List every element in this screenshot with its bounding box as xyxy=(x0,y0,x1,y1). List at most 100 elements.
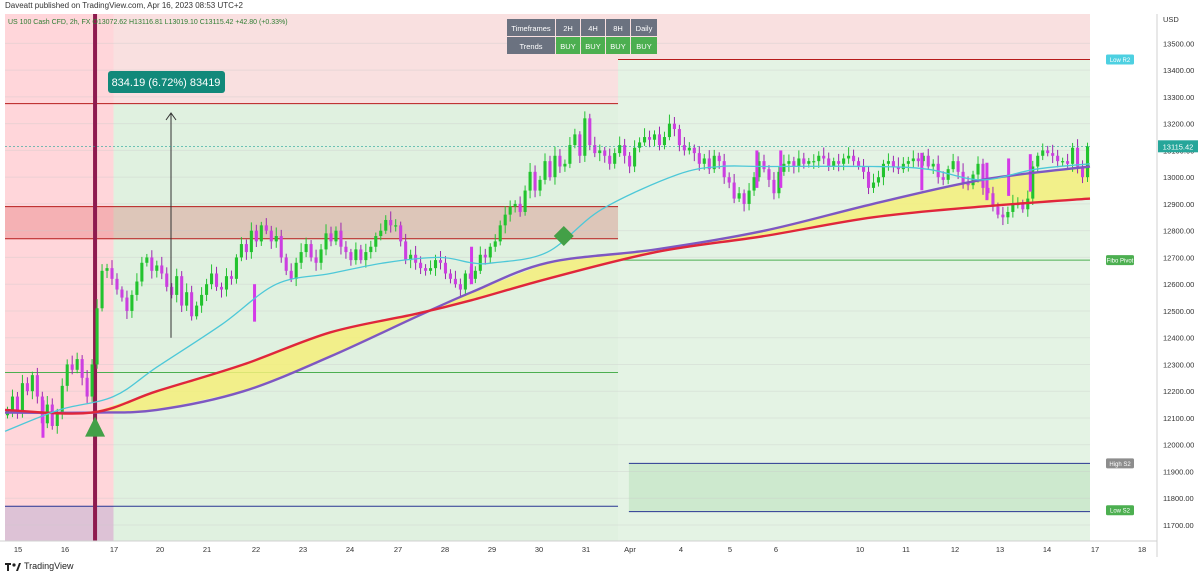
candle-body xyxy=(10,396,15,410)
candle-body xyxy=(1071,147,1075,164)
candle-body xyxy=(1036,155,1040,167)
candle-body xyxy=(85,377,89,397)
candle-body xyxy=(946,169,950,180)
candle-body xyxy=(473,270,477,279)
candle-body xyxy=(652,134,657,140)
candle-body xyxy=(438,260,443,263)
candle-body xyxy=(1066,161,1070,164)
candle-body xyxy=(662,137,667,146)
candle-body xyxy=(419,262,423,269)
candle-body xyxy=(224,276,229,290)
candle-body xyxy=(787,161,791,164)
candle-body xyxy=(523,190,527,212)
candle-body xyxy=(95,308,99,365)
candle-body xyxy=(374,236,378,247)
candle-body xyxy=(822,155,826,159)
y-tick-label: 11700.00 xyxy=(1163,521,1194,530)
candle-body xyxy=(777,171,781,194)
tradingview-logo-icon xyxy=(5,563,21,571)
candle-body xyxy=(702,158,706,164)
candle-body xyxy=(185,292,189,306)
bearish-candle xyxy=(985,162,989,201)
x-tick-label: 10 xyxy=(856,545,864,554)
candle-body xyxy=(533,171,537,191)
signal-bar xyxy=(93,14,98,541)
candle-body xyxy=(1011,203,1015,212)
candle-body xyxy=(170,286,174,295)
candle-body xyxy=(205,284,209,295)
candle-body xyxy=(498,225,502,242)
ema-fast-line xyxy=(4,163,1091,432)
candle-body xyxy=(762,161,766,170)
trend-cell xyxy=(507,37,555,54)
candle-body xyxy=(309,244,313,258)
x-tick-label: 28 xyxy=(441,545,449,554)
y-tick-label: 13300.00 xyxy=(1163,93,1194,102)
candle-body xyxy=(483,254,487,258)
candle-body xyxy=(558,155,562,167)
candle-body xyxy=(314,257,318,263)
y-tick-label: 13000.00 xyxy=(1163,173,1194,182)
x-tick-label: Apr xyxy=(624,545,636,554)
candle-body xyxy=(90,364,94,397)
candles xyxy=(5,111,1090,434)
candle-body xyxy=(837,161,841,164)
trends-label: Trends xyxy=(519,42,542,51)
candle-body xyxy=(976,163,980,175)
timeframe-header: 2H xyxy=(563,24,573,33)
candle-body xyxy=(190,292,194,317)
bearish-candle xyxy=(779,150,783,188)
candle-body xyxy=(772,179,776,194)
candle-body xyxy=(767,169,771,180)
candle-body xyxy=(453,278,457,285)
x-tick-label: 16 xyxy=(61,545,69,554)
x-tick-label: 31 xyxy=(582,545,590,554)
candle-body xyxy=(433,260,438,269)
x-tick-label: 15 xyxy=(14,545,22,554)
candle-body xyxy=(70,364,74,370)
y-tick-label: 13200.00 xyxy=(1163,120,1194,129)
candle-body xyxy=(707,158,711,170)
candle-body xyxy=(956,161,960,172)
candle-body xyxy=(623,145,627,156)
candle-body xyxy=(891,161,895,167)
x-tick-label: 29 xyxy=(488,545,496,554)
candle-body xyxy=(513,203,517,207)
candle-body xyxy=(737,193,741,199)
x-tick-label: 21 xyxy=(203,545,211,554)
y-tick-label: 12700.00 xyxy=(1163,253,1194,262)
top-info-bar: Daveatt published on TradingView.com, Ap… xyxy=(0,0,1200,12)
zone-rect xyxy=(5,14,114,541)
candle-body xyxy=(478,254,482,271)
pivot-tag xyxy=(1106,505,1134,516)
candle-body xyxy=(399,225,403,242)
candle-body xyxy=(130,294,134,311)
candle-body xyxy=(180,276,184,306)
candle-body xyxy=(50,404,54,426)
candle-body xyxy=(354,249,358,261)
candle-body xyxy=(289,270,293,279)
zone-rect xyxy=(113,103,619,541)
candle-body xyxy=(239,244,243,258)
candle-body xyxy=(145,257,149,263)
zone-rect xyxy=(618,14,1090,60)
candle-body xyxy=(329,233,333,242)
candle-body xyxy=(832,161,836,167)
candle-body xyxy=(633,147,637,167)
x-tick-label: 17 xyxy=(1091,545,1099,554)
trend-cell xyxy=(581,37,605,54)
candle-body xyxy=(618,145,622,154)
pivot-label: Low S2 xyxy=(1110,509,1131,515)
x-tick-label: 27 xyxy=(394,545,402,554)
candle-body xyxy=(802,158,806,164)
candle-body xyxy=(578,134,582,156)
price-chart[interactable]: 834.19 (6.72%) 83419 US 100 Cash CFD, 2h,… xyxy=(0,0,1200,557)
candle-body xyxy=(269,230,273,242)
candle-body xyxy=(677,129,681,146)
candle-body xyxy=(643,137,647,143)
candle-body xyxy=(1061,161,1065,163)
candle-body xyxy=(349,252,353,261)
candle-body xyxy=(160,265,164,274)
x-tick-label: 24 xyxy=(346,545,354,554)
candle-body xyxy=(244,244,248,253)
